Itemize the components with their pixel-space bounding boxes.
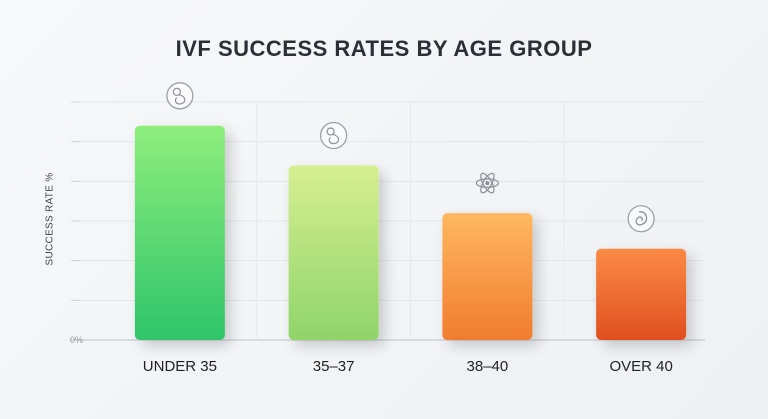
bar-icons (166, 82, 655, 233)
atom-icon (475, 172, 499, 194)
fetus-icon (166, 82, 194, 110)
bar (134, 125, 225, 340)
x-tick-labels: UNDER 35 35–37 38–40 OVER 40 (143, 358, 673, 375)
embryo-icon (627, 205, 655, 233)
y-tick-label: 0% (70, 335, 83, 345)
x-tick-label: UNDER 35 (143, 358, 217, 375)
bars (134, 125, 687, 340)
x-tick-label: 35–37 (313, 358, 355, 375)
chart-title: IVF SUCCESS RATES BY AGE GROUP (175, 36, 593, 61)
y-tick-labels: 0% (70, 101, 83, 345)
x-tick-label: OVER 40 (609, 358, 672, 375)
fetus-icon (319, 121, 348, 150)
bar (442, 213, 533, 340)
x-tick-label: 38–40 (467, 358, 509, 375)
bar (596, 248, 687, 340)
bar (288, 165, 379, 340)
